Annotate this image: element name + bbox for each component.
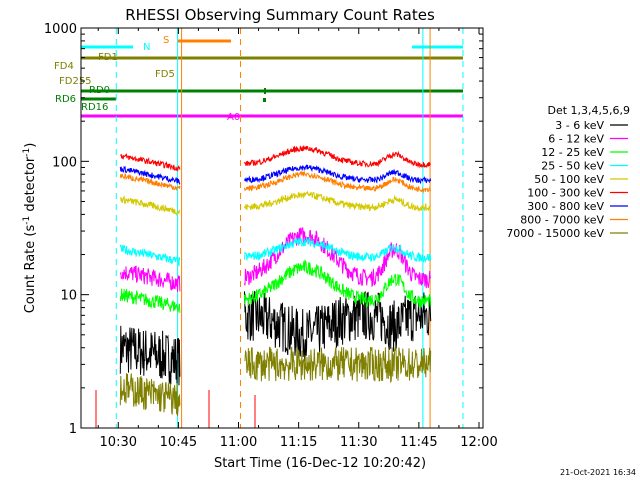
y-tick-label: 10	[60, 289, 77, 304]
series-line	[119, 165, 181, 186]
flag-mark-rd	[264, 88, 266, 94]
series-line	[119, 195, 181, 217]
series-line	[244, 290, 432, 362]
series-line	[244, 145, 431, 169]
series-100-300-kev	[120, 145, 431, 172]
flag-label-n: N	[143, 42, 150, 53]
flag-label-fd4: FD4	[54, 61, 74, 72]
legend-label: 3 - 6 keV	[555, 119, 604, 132]
legend-label: 7000 - 15000 keV	[506, 227, 604, 240]
series-line	[119, 265, 181, 292]
flag-label-fd5: FD5	[155, 69, 175, 80]
series-line	[119, 244, 181, 267]
series-12-25-kev	[119, 259, 432, 313]
flag-label-s: S	[163, 35, 169, 46]
series-line	[244, 236, 432, 264]
flag-mark-rd	[263, 98, 266, 102]
legend-label: 25 - 50 keV	[541, 160, 604, 173]
legend-label: 12 - 25 keV	[541, 146, 604, 159]
x-axis-label: Start Time (16-Dec-12 10:20:42)	[214, 456, 426, 471]
y-axis-label: Count Rate (s-1 detector-1)	[22, 143, 38, 314]
series-7000-15000-kev	[119, 346, 432, 416]
series-line	[244, 259, 432, 308]
x-tick-label: 10:30	[100, 435, 137, 450]
series-line	[244, 170, 432, 194]
y-tick-label: 100	[52, 155, 77, 170]
x-tick-label: 11:45	[400, 435, 437, 450]
series-line	[119, 325, 181, 386]
x-tick-label: 12:00	[460, 435, 497, 450]
series-25-50-kev	[119, 236, 432, 267]
flag-label-a0: A0	[227, 112, 240, 123]
series-50-100-kev	[119, 190, 432, 217]
x-tick-label: 11:15	[280, 435, 317, 450]
legend-title: Det 1,3,4,5,6,9	[547, 104, 630, 117]
series-line	[119, 288, 181, 313]
plot-frame	[80, 27, 484, 429]
x-tick-label: 11:30	[340, 435, 377, 450]
series-line	[244, 346, 432, 384]
series-3-6-kev	[119, 290, 432, 386]
flag-label-rd6: RD6	[55, 94, 76, 105]
legend-label: 100 - 300 keV	[527, 187, 604, 200]
flag-label-fd1: FD1	[98, 52, 118, 63]
footer-timestamp: 21-Oct-2021 16:34	[560, 468, 636, 477]
legend-label: 800 - 7000 keV	[520, 214, 604, 227]
series-line	[119, 373, 181, 416]
chart-title: RHESSI Observing Summary Count Rates	[125, 6, 435, 24]
series-line	[120, 152, 181, 172]
y-tick-label: 1000	[44, 22, 77, 37]
y-tick-label: 1	[69, 422, 77, 437]
flag-label-fd255: FD255	[59, 76, 92, 87]
flag-label-rd16: RD16	[81, 102, 108, 113]
flag-label-rd0: RD0	[89, 85, 110, 96]
series-300-800-kev	[119, 164, 432, 186]
x-tick-label: 10:45	[160, 435, 197, 450]
series-line	[119, 172, 181, 192]
series-800-7000-kev	[119, 170, 432, 194]
legend-label: 300 - 800 keV	[527, 200, 604, 213]
legend-label: 6 - 12 keV	[548, 133, 604, 146]
x-tick-label: 11:00	[220, 435, 257, 450]
axes: 10:30 10:45 11:00 11:15 11:30 11:45 12:00 1 10 10…	[44, 22, 498, 450]
series-line	[244, 164, 432, 185]
series-line	[244, 190, 432, 213]
legend-label: 50 - 100 keV	[534, 173, 604, 186]
